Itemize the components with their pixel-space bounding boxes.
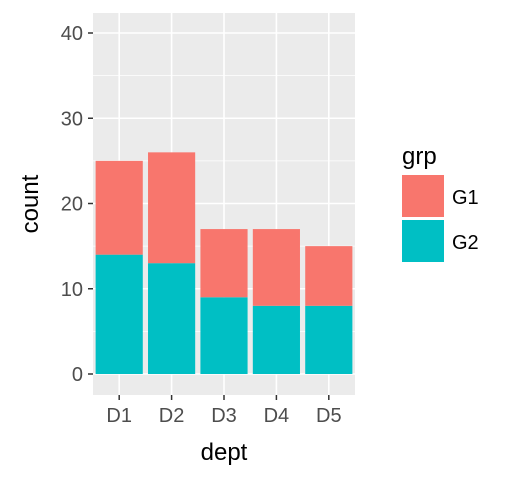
bar-g1-d2: [148, 152, 196, 264]
bar-g2-d3: [200, 297, 248, 374]
y-tick-label: 0: [72, 364, 83, 386]
bar-g2-d4: [252, 305, 300, 374]
y-axis-title: count: [17, 174, 44, 233]
y-tick-label: 30: [61, 108, 83, 130]
x-tick-label: D4: [264, 405, 290, 427]
bar-g1-d3: [200, 229, 248, 298]
x-tick-label: D5: [316, 405, 342, 427]
legend-title: grp: [402, 143, 437, 170]
bar-g1-d4: [252, 229, 300, 306]
y-tick-label: 40: [61, 23, 83, 45]
y-tick-label: 20: [61, 194, 83, 216]
bar-g2-d2: [148, 263, 196, 374]
bar-g1-d5: [305, 246, 353, 306]
x-axis: D1 D2 D3 D4 D5: [106, 395, 342, 427]
x-tick-label: D1: [106, 405, 132, 427]
y-tick-label: 10: [61, 279, 83, 301]
bar-g2-d5: [305, 305, 353, 374]
legend-label: G2: [452, 232, 479, 254]
y-axis: 0 10 20 30 40: [61, 23, 93, 386]
bars: [95, 152, 353, 374]
x-tick-label: D2: [159, 405, 185, 427]
bar-g2-d1: [95, 254, 143, 374]
x-tick-label: D3: [211, 405, 237, 427]
x-axis-title: dept: [201, 439, 248, 466]
legend: grp G1 G2: [402, 143, 479, 262]
legend-label: G1: [452, 187, 479, 209]
bar-g1-d1: [95, 160, 143, 255]
legend-key-g2: [402, 220, 444, 262]
legend-key-g1: [402, 175, 444, 217]
